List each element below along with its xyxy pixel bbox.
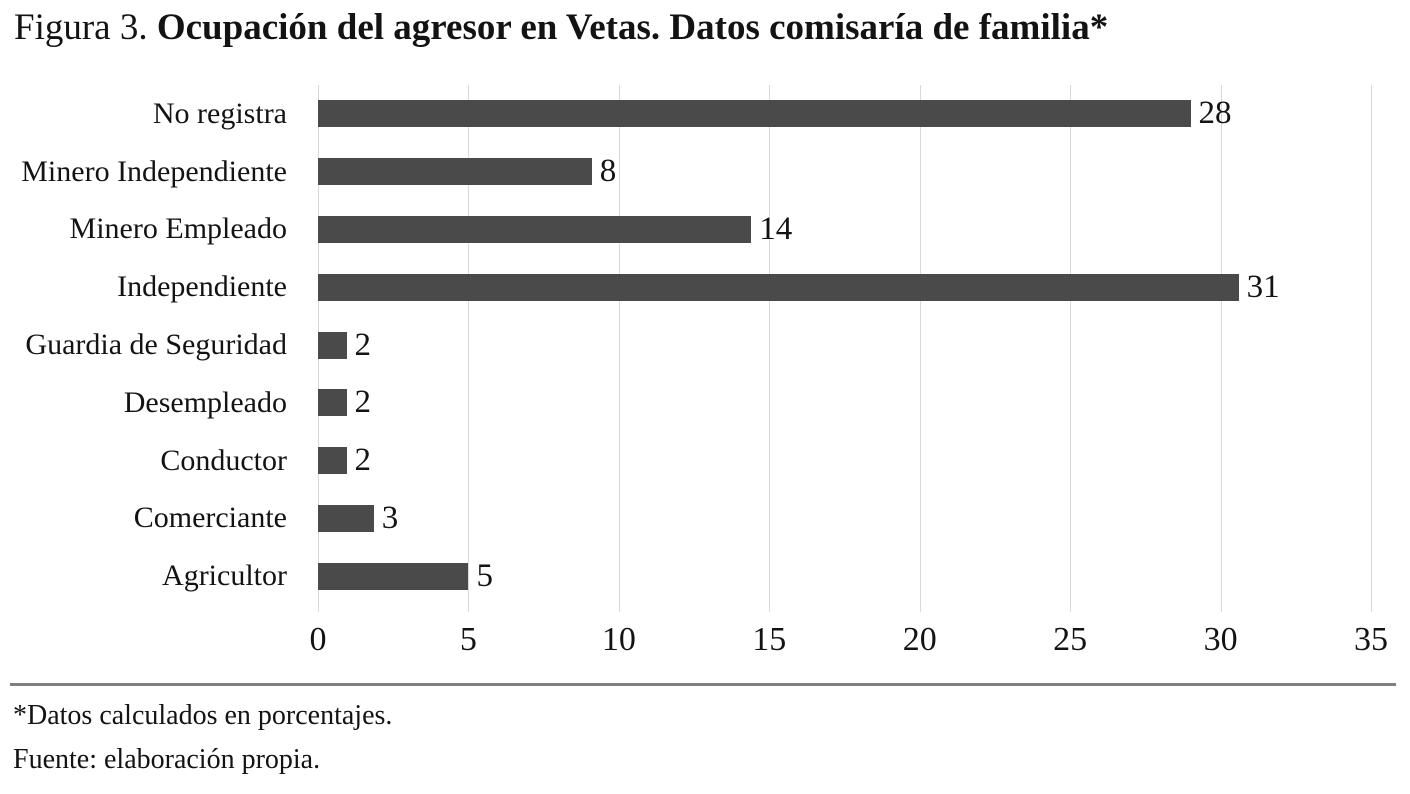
gridline-30 [1220, 85, 1222, 612]
bar-row: 31 [318, 258, 1371, 316]
bar [318, 389, 347, 417]
value-label: 2 [354, 326, 372, 363]
bar-rows: 28 8 14 31 2 2 2 3 5 [318, 85, 1371, 605]
value-label: 8 [599, 153, 617, 190]
bar-row: 2 [318, 432, 1371, 490]
x-tick-label-5: 5 [459, 621, 477, 658]
bar-row: 3 [318, 489, 1371, 547]
category-label: Guardia de Seguridad [25, 328, 287, 362]
bar [318, 331, 347, 359]
category-label: Independiente [117, 270, 287, 304]
x-tick-label-15: 15 [752, 621, 787, 658]
footer-rule [10, 683, 1396, 686]
value-label: 28 [1198, 95, 1232, 132]
x-tick-label-10: 10 [601, 621, 636, 658]
gridline-15 [769, 85, 771, 612]
x-tick-label-25: 25 [1053, 621, 1088, 658]
x-tick-label-20: 20 [902, 621, 937, 658]
category-label: Agricultor [162, 559, 287, 593]
gridline-35 [1371, 85, 1372, 612]
bar-row: 14 [318, 201, 1371, 259]
figure-number-label: Figura 3. [14, 7, 157, 48]
bar-chart: No registra Minero Independiente Minero Em… [0, 85, 1388, 658]
x-tick-label-35: 35 [1354, 621, 1388, 658]
x-tick-label-30: 30 [1203, 621, 1238, 658]
value-label: 2 [354, 384, 372, 421]
value-label: 3 [381, 499, 399, 536]
bar [318, 100, 1191, 128]
bar-row: 8 [318, 143, 1371, 201]
figure-title-text: Ocupación del agresor en Vetas. Datos co… [156, 7, 1109, 48]
category-labels: No registra Minero Independiente Minero Em… [0, 85, 287, 605]
category-label: Comerciante [133, 501, 287, 535]
bar [318, 447, 347, 475]
bar [318, 562, 469, 590]
category-label: Conductor [160, 443, 287, 477]
bar-row: 2 [318, 316, 1371, 374]
bar-row: 28 [318, 85, 1371, 143]
value-label: 14 [759, 210, 793, 247]
category-label: Desempleado [123, 385, 287, 419]
footnote-percentages: *Datos calculados en porcentajes. [13, 700, 393, 731]
figure-title: Figura 3. Ocupación del agresor en Vetas… [14, 6, 1108, 50]
gridline-20 [919, 85, 921, 612]
gridline-10 [618, 85, 620, 612]
bar [318, 158, 592, 186]
bar [318, 504, 374, 532]
footnote-source: Fuente: elaboración propia. [13, 744, 321, 775]
gridline-25 [1070, 85, 1072, 612]
x-tick-label-0: 0 [309, 621, 327, 658]
category-label: Minero Independiente [21, 154, 287, 188]
value-label: 5 [476, 557, 493, 594]
bar [318, 215, 752, 243]
value-label: 2 [354, 442, 372, 479]
category-label: No registra [152, 96, 287, 130]
gridline-5 [468, 85, 470, 612]
value-label: 31 [1246, 268, 1280, 305]
category-label: Minero Empleado [69, 212, 287, 246]
bar-row: 2 [318, 374, 1371, 432]
bar [318, 273, 1239, 301]
bar-row: 5 [318, 547, 1371, 605]
